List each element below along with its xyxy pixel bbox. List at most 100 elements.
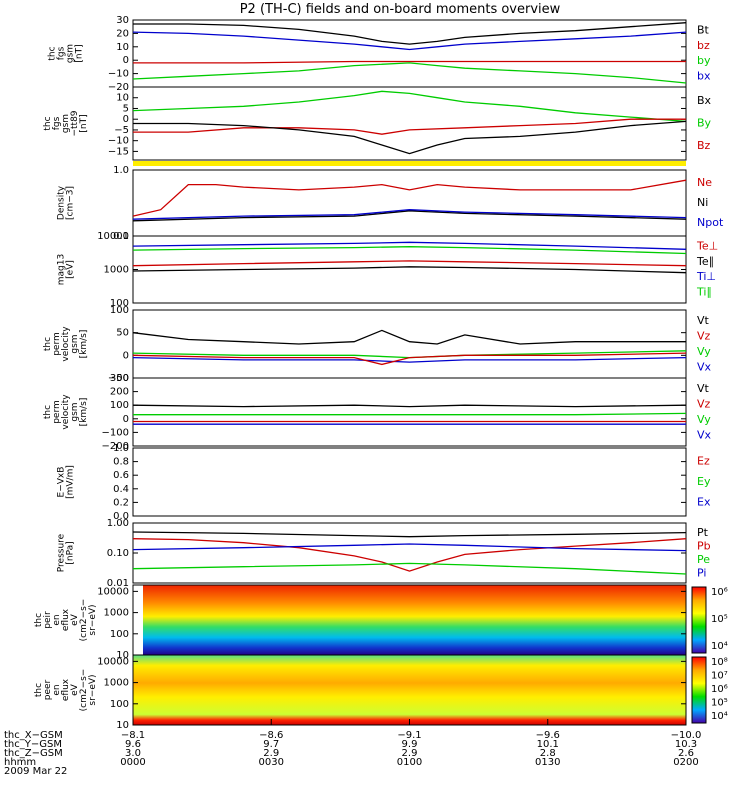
legend-entry: Vx: [697, 428, 712, 441]
y-axis-label: en: [52, 614, 62, 625]
y-tick-label: 0.6: [113, 470, 129, 481]
y-tick-label: 0.4: [113, 484, 129, 495]
y-axis-label: perm: [52, 332, 62, 356]
y-axis-label: thc: [43, 337, 53, 351]
panel-frame: [132, 377, 687, 447]
legend-entry: Ex: [697, 496, 711, 509]
y-tick-label: 0: [123, 350, 129, 361]
y-tick-label: 10000: [97, 586, 129, 597]
x-tick-label: −8.6: [259, 730, 283, 741]
y-tick-label: 0.01: [107, 578, 129, 589]
series-line-Npot: [132, 209, 687, 220]
series-line-Ti⊥: [132, 241, 687, 250]
series-line-Pe: [132, 562, 687, 575]
y-tick-label: 0.10: [107, 548, 129, 559]
legend-entry: Bz: [697, 139, 711, 152]
legend-entry: Pi: [697, 566, 706, 579]
y-axis-label: thc: [34, 613, 44, 627]
y-axis-label: (cm2−s−: [79, 599, 89, 642]
series-line-Te⊥: [132, 260, 687, 267]
y-tick-label: 1.00: [107, 518, 129, 529]
legend-entry: Ey: [697, 475, 711, 488]
series-line-Pi: [132, 543, 687, 552]
colorbar-tick-label: 10⁴: [711, 641, 728, 652]
legend-entry: Vz: [697, 397, 711, 410]
y-axis-label: eV: [70, 683, 80, 696]
y-tick-label: 0: [123, 414, 129, 425]
series-line-By: [132, 90, 687, 123]
y-axis-label: thc: [43, 116, 53, 130]
legend-entry: bz: [697, 39, 710, 52]
y-axis-label: gsm: [70, 334, 80, 353]
y-axis-label: gsm: [66, 44, 76, 63]
series-line-Vx: [132, 356, 687, 363]
y-axis-label: E−VxB: [57, 467, 67, 498]
series-line-Bt: [133, 22, 687, 45]
panel-frame: [132, 447, 687, 517]
y-axis-label: (cm2−s−: [79, 669, 89, 712]
x-row-label: thc_Y−GSM: [4, 739, 62, 750]
panel-10: 10⁸ 10⁷ 10⁶ 10⁵ 10⁴ thc peer en eflux eV (cm2−s− sr…: [34, 654, 728, 731]
y-axis-label: fgs: [57, 46, 67, 60]
y-tick-label: 300: [110, 373, 129, 384]
y-axis-label: eflux: [61, 678, 71, 701]
colorbar-tick-label: 10⁶: [711, 684, 728, 695]
y-tick-label: −15: [108, 146, 129, 157]
panel-frame: [132, 19, 687, 88]
y-axis-label: fgs: [52, 116, 62, 130]
y-axis-label: velocity: [61, 326, 71, 362]
x-tick-label: 2.9: [402, 748, 418, 759]
y-tick-label: −10: [108, 136, 129, 147]
x-axis-block: −8.19.63.00000−8.69.72.90030−9.19.92.901…: [4, 719, 701, 777]
y-axis-label: [cm−3]: [66, 186, 76, 220]
x-tick-label: 9.7: [263, 739, 279, 750]
y-tick-label: 1.0: [113, 165, 129, 176]
legend-entry: Bx: [697, 94, 712, 107]
y-tick-label: 1000: [104, 265, 129, 276]
y-axis-label: velocity: [61, 394, 71, 430]
y-tick-label: 100: [110, 298, 129, 309]
panel-frame: [132, 86, 687, 161]
y-tick-label: 10: [116, 720, 129, 731]
y-axis-label: [eV]: [66, 260, 76, 279]
y-tick-label: −5: [114, 125, 129, 136]
x-tick-label: 2.8: [540, 748, 556, 759]
colorbar: [691, 656, 707, 724]
x-tick-label: 10.3: [675, 739, 697, 750]
legend-entry: Te⊥: [696, 240, 718, 253]
y-tick-label: 20: [116, 28, 129, 39]
series-line-Vt: [132, 329, 686, 345]
series-line-Vt: [132, 404, 687, 408]
x-tick-label: 0130: [535, 757, 560, 768]
legend-entry: Ez: [697, 454, 710, 467]
y-axis-label: Pressure: [57, 533, 67, 572]
y-tick-label: 0.2: [113, 497, 129, 508]
spectrogram-image: [143, 585, 686, 655]
legend-entry: Bt: [697, 24, 710, 37]
y-axis-label: gsm: [61, 114, 71, 133]
legend-entry: Pt: [697, 526, 709, 539]
colorbar-tick-label: 10⁷: [711, 671, 728, 682]
figure-title: P2 (TH-C) fields and on-board moments ov…: [240, 2, 561, 17]
y-tick-label: 5: [123, 103, 129, 114]
colorbar-tick-label: 10⁶: [711, 587, 728, 598]
colorbar-tick-label: 10⁴: [711, 711, 728, 722]
panel-7: E−VxB [mV/m] 1.0 0.8 0.6 0.4 0.2 0.0 Ez Ey Ex: [57, 443, 711, 522]
x-tick-label: 10.1: [537, 739, 559, 750]
y-axis-label: Density: [57, 185, 67, 220]
series-line-by: [133, 60, 686, 64]
legend-entry: Vz: [697, 329, 711, 342]
legend-entry: by: [697, 54, 711, 67]
legend-entry: Vt: [697, 382, 710, 395]
legend-entry: Vx: [697, 360, 712, 373]
panel-9: 10⁶ 10⁵ 10⁴ thc peir en eflux eV (cm2−s− sr−eV) 10…: [34, 584, 728, 661]
y-tick-label: 0.0: [113, 511, 129, 522]
x-row-label: thc_Z−GSM: [4, 748, 63, 759]
legend-entry: Vy: [697, 413, 711, 426]
panel-5: thc perm velocity gsm [km/s] 100 50 0 −50 Vt Vz Vy V…: [43, 305, 712, 384]
status-bar: [133, 161, 686, 166]
series-line-Vz: [132, 352, 687, 366]
x-tick-label: 9.6: [125, 739, 141, 750]
